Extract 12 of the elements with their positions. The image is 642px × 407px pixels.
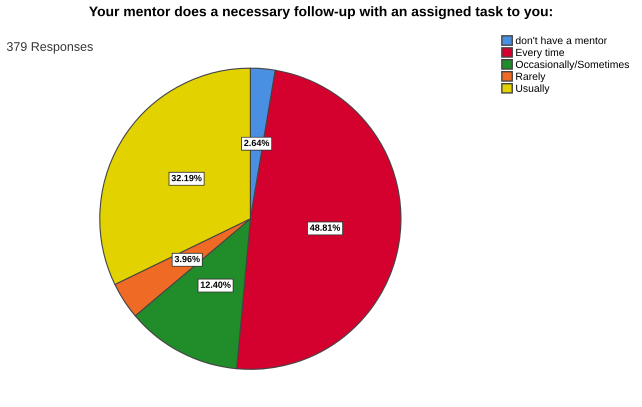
- legend-label: Usually: [516, 84, 550, 94]
- chart-title: Your mentor does a necessary follow-up with an assigned task to you:: [89, 6, 552, 20]
- data-label: 2.64%: [244, 140, 270, 146]
- text: 379 Responses: [6, 42, 93, 54]
- legend-label: Every time: [516, 48, 564, 58]
- legend-label: don't have a mentor: [516, 36, 607, 44]
- legend-label: Rarely: [516, 72, 546, 82]
- data-label: 3.96%: [174, 256, 200, 262]
- legend-label: Occasionally/Sometimes: [516, 60, 630, 70]
- data-label: 12.40%: [200, 282, 231, 288]
- data-label: 48.81%: [310, 224, 340, 231]
- data-label: 32.19%: [171, 174, 202, 182]
